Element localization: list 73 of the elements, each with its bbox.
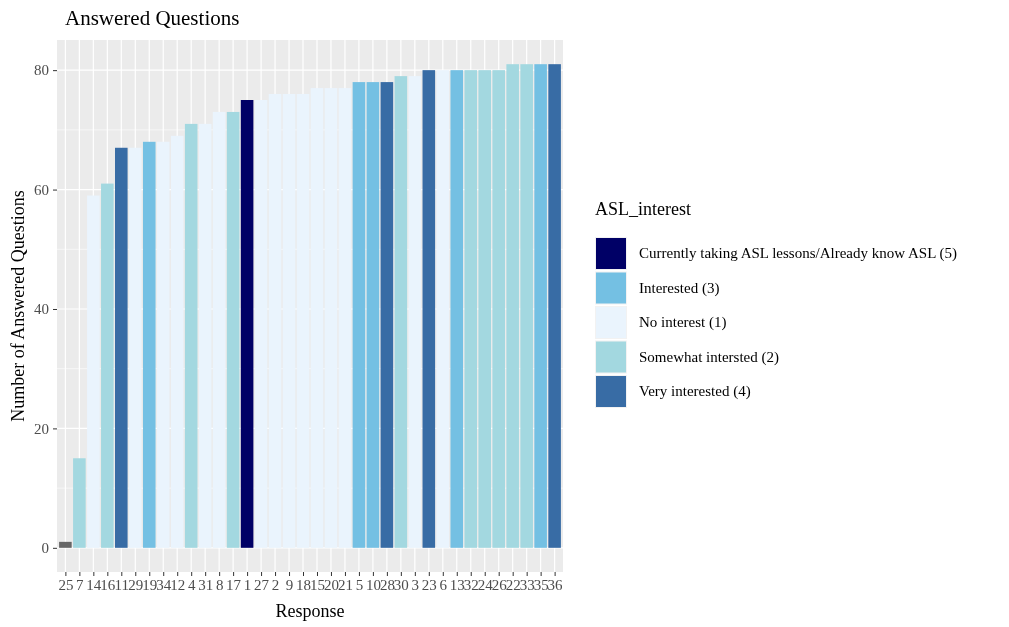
chart-title: Answered Questions <box>65 6 240 30</box>
bar <box>59 541 72 548</box>
x-tick-label: 21 <box>337 576 353 593</box>
x-tick-label: 24 <box>477 576 494 593</box>
bar <box>338 88 352 548</box>
x-tick-label: 28 <box>379 576 395 593</box>
bar <box>548 64 561 548</box>
x-axis-title: Response <box>275 601 345 621</box>
bar <box>73 458 86 548</box>
x-tick-label: 26 <box>491 576 508 593</box>
x-tick-label: 32 <box>463 576 479 593</box>
bar <box>101 183 114 548</box>
x-tick-label: 17 <box>226 576 242 593</box>
x-tick-label: 27 <box>254 576 270 593</box>
x-tick-label: 13 <box>449 576 465 593</box>
bar <box>534 64 547 548</box>
y-tick-label: 80 <box>34 62 49 79</box>
x-tick-label: 19 <box>142 576 158 593</box>
bar <box>380 82 394 548</box>
x-tick-label: 1 <box>243 576 252 593</box>
bar <box>352 82 366 548</box>
legend-label: Interested (3) <box>639 279 720 297</box>
bar <box>184 123 198 548</box>
bar <box>408 76 422 548</box>
x-tick-label: 30 <box>393 576 409 593</box>
bar <box>128 147 142 548</box>
x-tick-label: 4 <box>187 576 196 593</box>
x-tick-label: 31 <box>198 576 214 593</box>
x-tick-label: 16 <box>100 576 116 593</box>
bar <box>115 147 128 548</box>
x-tick-label: 22 <box>505 576 521 593</box>
bar <box>198 123 212 548</box>
bar <box>142 141 156 548</box>
x-tick-label: 18 <box>296 576 312 593</box>
bar <box>240 100 254 548</box>
x-tick-label: 29 <box>128 576 144 593</box>
x-tick-label: 7 <box>76 576 85 593</box>
x-tick-label: 12 <box>170 576 186 593</box>
legend-label: Somewhat intersted (2) <box>639 348 779 366</box>
x-tick-label: 8 <box>215 576 224 593</box>
x-tick-label: 10 <box>365 576 381 593</box>
y-tick-label: 40 <box>34 301 49 318</box>
bar <box>226 111 240 548</box>
x-tick-label: 25 <box>58 576 74 593</box>
bar <box>212 111 226 548</box>
legend-title: ASL_interest <box>595 199 691 219</box>
bar <box>254 100 268 548</box>
bar <box>422 70 436 548</box>
legend-label: Very interested (4) <box>639 383 751 400</box>
y-tick-label: 0 <box>41 540 49 557</box>
x-tick-label: 34 <box>156 576 172 593</box>
legend-label: No interest (1) <box>639 314 727 331</box>
x-tick-label: 3 <box>411 576 420 593</box>
bar <box>87 195 100 548</box>
x-tick-label: 6 <box>439 576 448 593</box>
x-tick-label: 5 <box>355 576 364 593</box>
y-tick-label: 60 <box>34 181 49 198</box>
x-tick-label: 23 <box>421 576 437 593</box>
bar <box>366 82 380 548</box>
x-tick-label: 11 <box>114 576 130 593</box>
x-tick-label: 14 <box>86 576 102 593</box>
x-tick-label: 20 <box>323 576 339 593</box>
x-tick-label: 36 <box>547 576 564 593</box>
legend-label: Currently taking ASL lessons/Already know ASL (5) <box>639 245 958 262</box>
bar <box>394 76 408 548</box>
x-tick-label: 33 <box>519 576 535 593</box>
y-axis-title: Number of Answered Questions <box>8 190 28 422</box>
x-tick-label: 2 <box>271 576 280 593</box>
y-tick-label: 20 <box>34 420 49 437</box>
x-tick-label: 35 <box>533 576 549 593</box>
bar <box>436 70 450 548</box>
bar <box>450 70 464 548</box>
x-tick-label: 9 <box>285 576 294 593</box>
